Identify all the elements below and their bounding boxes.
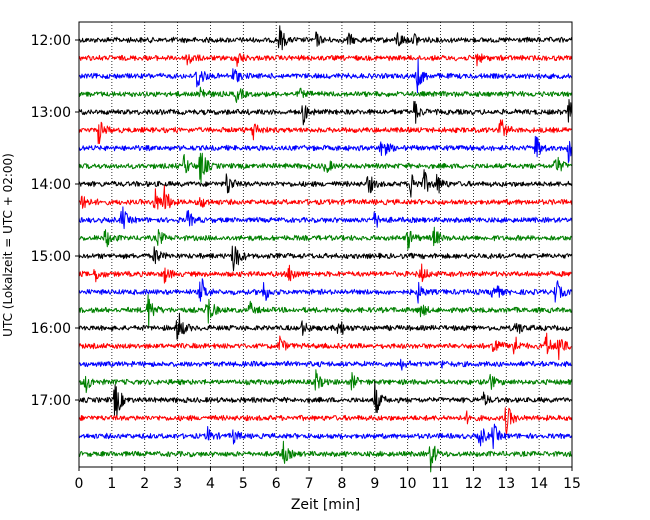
y-tick-label: 15:00	[31, 249, 71, 265]
seismic-trace	[78, 58, 573, 94]
y-tick-label: 16:00	[31, 321, 71, 337]
x-tick-label: 3	[173, 476, 182, 492]
seismic-trace	[78, 152, 573, 185]
x-tick-label: 10	[399, 476, 417, 492]
y-tick-label: 13:00	[31, 105, 71, 121]
x-axis-label: Zeit [min]	[291, 497, 360, 513]
x-tick-label: 7	[305, 476, 314, 492]
x-tick-label: 0	[75, 476, 84, 492]
x-tick-label: 6	[272, 476, 281, 492]
seismic-traces	[78, 25, 573, 473]
seismic-trace	[78, 245, 573, 272]
seismic-trace	[78, 440, 573, 473]
seismic-trace	[78, 169, 573, 198]
x-tick-label: 1	[107, 476, 116, 492]
seismic-trace	[78, 278, 573, 304]
seismic-trace	[78, 312, 573, 340]
seismic-trace	[78, 263, 573, 284]
x-tick-label: 9	[370, 476, 379, 492]
seismic-trace	[78, 99, 573, 126]
y-tick-label: 12:00	[31, 33, 71, 49]
seismic-trace	[78, 294, 573, 329]
seismic-trace	[78, 86, 573, 103]
seismic-trace	[78, 380, 573, 418]
x-axis: 0 1 2 3 4 5 6 7 8 9 10 11 12 13 14 15	[75, 467, 581, 492]
x-tick-label: 12	[464, 476, 482, 492]
x-tick-label: 5	[239, 476, 248, 492]
x-tick-label: 8	[337, 476, 346, 492]
x-tick-label: 14	[530, 476, 548, 492]
x-tick-label: 11	[432, 476, 450, 492]
seismic-trace	[78, 25, 573, 51]
seismic-trace	[78, 135, 573, 163]
y-tick-label: 17:00	[31, 393, 71, 409]
seismic-trace	[78, 53, 573, 67]
y-tick-label: 14:00	[31, 177, 71, 193]
y-axis: 12:00 13:00 14:00 15:00 16:00 17:00	[31, 33, 79, 409]
seismic-trace	[78, 369, 573, 394]
seismic-trace	[78, 226, 573, 251]
x-tick-label: 13	[497, 476, 515, 492]
seismic-trace	[78, 185, 573, 210]
seismic-trace	[78, 423, 573, 450]
plot-frame	[78, 21, 573, 468]
y-axis-label: UTC (Lokalzeit = UTC + 02:00)	[1, 153, 15, 337]
seismic-trace	[78, 332, 573, 361]
seismic-trace	[78, 358, 573, 371]
x-tick-label: 15	[563, 476, 581, 492]
seismic-trace	[78, 407, 573, 435]
x-tick-label: 2	[140, 476, 149, 492]
x-tick-label: 4	[206, 476, 215, 492]
seismic-trace	[78, 206, 573, 230]
seismic-trace	[78, 119, 573, 145]
